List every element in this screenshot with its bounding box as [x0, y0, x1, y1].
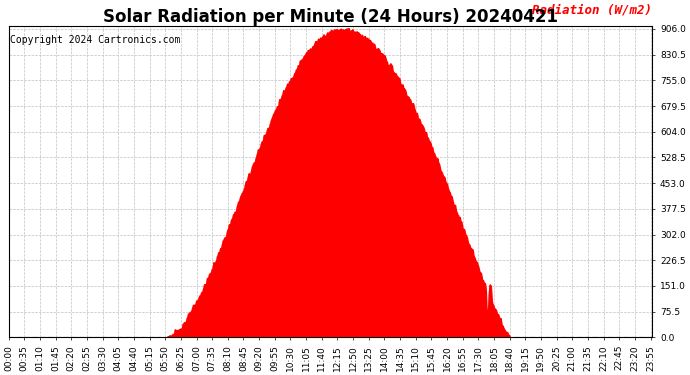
Text: Radiation (W/m2): Radiation (W/m2) — [532, 3, 652, 16]
Title: Solar Radiation per Minute (24 Hours) 20240421: Solar Radiation per Minute (24 Hours) 20… — [103, 8, 558, 26]
Text: Copyright 2024 Cartronics.com: Copyright 2024 Cartronics.com — [10, 35, 180, 45]
